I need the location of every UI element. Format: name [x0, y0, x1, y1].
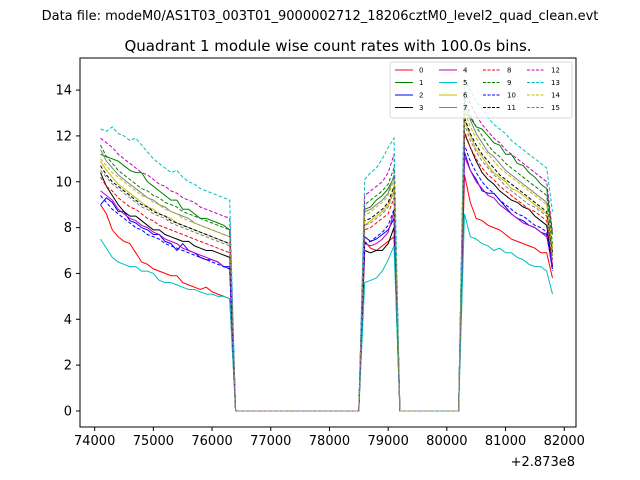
x-tick-label: 74000 — [74, 434, 115, 449]
y-tick-label: 6 — [64, 267, 72, 282]
legend-label-4: 4 — [463, 67, 468, 75]
y-tick-label: 2 — [64, 359, 72, 374]
legend-label-2: 2 — [419, 92, 423, 100]
series-line-4 — [100, 156, 553, 412]
x-offset-label: +2.873e8 — [511, 455, 575, 470]
y-tick-label: 4 — [64, 313, 72, 328]
series-line-3 — [100, 133, 553, 412]
series-line-10 — [100, 144, 553, 412]
legend-label-14: 14 — [551, 92, 560, 100]
y-tick-label: 0 — [64, 404, 72, 419]
legend-label-10: 10 — [507, 92, 516, 100]
legend-label-6: 6 — [463, 92, 468, 100]
y-tick-label: 8 — [64, 221, 72, 236]
legend-label-9: 9 — [507, 79, 511, 87]
y-tick-label: 14 — [55, 84, 72, 99]
legend-label-5: 5 — [463, 79, 467, 87]
figure-suptitle: Data file: modeM0/AS1T03_003T01_90000027… — [42, 9, 599, 24]
series-line-13 — [100, 78, 553, 412]
legend-label-1: 1 — [419, 79, 423, 87]
series-line-8 — [100, 131, 553, 412]
x-tick-label: 82000 — [544, 434, 585, 449]
series-line-12 — [100, 89, 553, 412]
x-tick-label: 76000 — [191, 434, 232, 449]
axes-frame — [79, 57, 577, 428]
x-tick-label: 77000 — [250, 434, 291, 449]
legend-label-3: 3 — [419, 104, 423, 112]
legend-label-13: 13 — [551, 79, 560, 87]
series-line-5 — [100, 213, 553, 412]
x-tick-label: 75000 — [133, 434, 174, 449]
y-tick-label: 12 — [55, 129, 72, 144]
series-line-11 — [100, 117, 553, 412]
legend-box — [389, 61, 573, 119]
legend-label-7: 7 — [463, 104, 467, 112]
series-line-7 — [100, 103, 553, 412]
x-tick-label: 81000 — [485, 434, 526, 449]
legend-label-0: 0 — [419, 67, 423, 75]
series-line-14 — [100, 110, 553, 412]
x-tick-label: 78000 — [309, 434, 350, 449]
legend-label-8: 8 — [507, 67, 511, 75]
plot-area — [100, 78, 553, 412]
legend-label-12: 12 — [551, 67, 560, 75]
legend-label-11: 11 — [507, 104, 516, 112]
series-line-0 — [100, 174, 553, 412]
chart-title: Quadrant 1 module wise count rates with … — [124, 37, 531, 55]
legend-label-15: 15 — [551, 104, 560, 112]
series-line-2 — [100, 151, 553, 412]
y-tick-label: 10 — [55, 175, 72, 190]
axis-ticks: 74000 75000 76000 77000 78000 79000 80000 81000… — [55, 84, 584, 449]
series-line-15 — [100, 124, 553, 412]
x-tick-label: 79000 — [367, 434, 408, 449]
x-tick-label: 80000 — [426, 434, 467, 449]
